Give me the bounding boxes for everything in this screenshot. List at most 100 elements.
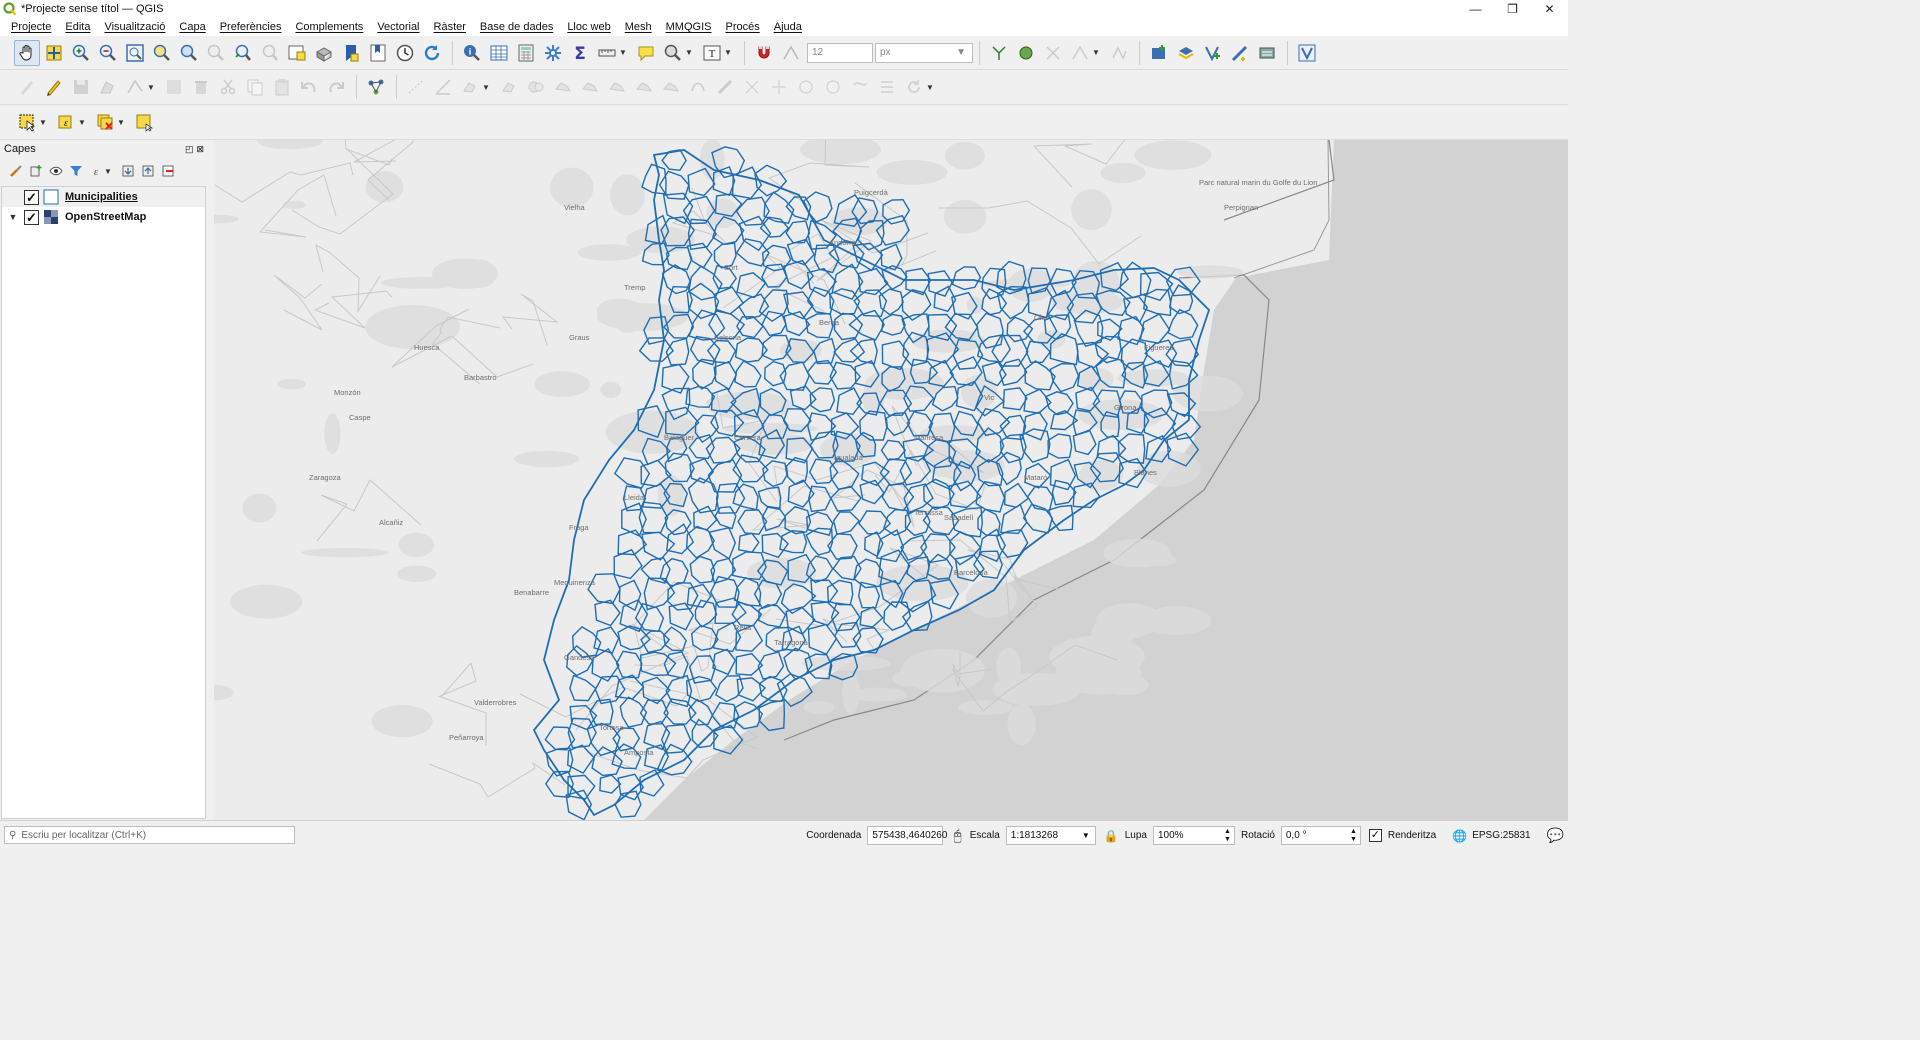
- layer-row-openstreetmap[interactable]: ▼ ✓ OpenStreetMap: [2, 207, 205, 227]
- locator-search-input[interactable]: ⚲ Escriu per localitzar (Ctrl+K): [4, 826, 295, 844]
- close-button[interactable]: ✕: [1544, 2, 1555, 16]
- menu-mesh[interactable]: Mesh: [624, 21, 652, 33]
- zoom-full-button[interactable]: [122, 40, 148, 66]
- layer-row-municipalities[interactable]: ✓ Municipalities: [2, 187, 205, 207]
- menu-complements[interactable]: Complements: [295, 21, 364, 33]
- advanced-digitizing-4[interactable]: [496, 74, 522, 100]
- redo-button[interactable]: [323, 74, 349, 100]
- statistical-summary-button[interactable]: Σ: [567, 40, 593, 66]
- open-attribute-table-button[interactable]: [486, 40, 512, 66]
- deselect-all-button[interactable]: [92, 109, 118, 135]
- topological-editing-button[interactable]: [986, 40, 1012, 66]
- new-3d-view-button[interactable]: [311, 40, 337, 66]
- crs-button[interactable]: EPSG:25831: [1472, 830, 1531, 841]
- add-layer-button[interactable]: [1146, 40, 1172, 66]
- menu-base-de-dades[interactable]: Base de dades: [479, 21, 554, 33]
- avoid-overlap-button[interactable]: [1040, 40, 1066, 66]
- mouse-toggle-icon[interactable]: 🖰: [953, 827, 962, 843]
- map-canvas[interactable]: Andorra Perpignan Figueres Girona Vic Manresa…: [214, 140, 1568, 820]
- paste-features-button[interactable]: [269, 74, 295, 100]
- tolerance-spinbox[interactable]: 12: [807, 42, 873, 63]
- self-snapping-button[interactable]: [1106, 40, 1132, 66]
- layer-visibility-checkbox[interactable]: ✓: [24, 209, 39, 225]
- chevron-down-icon[interactable]: ▼: [8, 212, 18, 222]
- delete-selected-button[interactable]: [188, 74, 214, 100]
- field-calculator-button[interactable]: [513, 40, 539, 66]
- pan-to-selection-button[interactable]: [41, 40, 67, 66]
- current-edits-button[interactable]: [14, 74, 40, 100]
- advanced-digitizing-11[interactable]: [685, 74, 711, 100]
- measure-dropdown-arrow[interactable]: ▼: [619, 48, 627, 57]
- advanced-digitizing-16[interactable]: [820, 74, 846, 100]
- copy-features-button[interactable]: [242, 74, 268, 100]
- modify-attributes-button[interactable]: [161, 74, 187, 100]
- annotation-dropdown-arrow[interactable]: ▼: [724, 48, 732, 57]
- vertex-tool-button[interactable]: [122, 74, 148, 100]
- add-feature-button[interactable]: [95, 74, 121, 100]
- text-annotation-button[interactable]: T: [699, 40, 725, 66]
- menu-raster[interactable]: Ràster: [433, 21, 466, 33]
- render-checkbox[interactable]: ✓: [1368, 829, 1382, 842]
- advanced-digitizing-5[interactable]: [523, 74, 549, 100]
- filter-legend-button[interactable]: [66, 161, 86, 181]
- advanced-digitizing-18[interactable]: [874, 74, 900, 100]
- advanced-digitizing-9[interactable]: [631, 74, 657, 100]
- rotation-spinbox[interactable]: 0,0 ° ▲ ▼: [1280, 826, 1361, 845]
- scale-combobox[interactable]: 1:1813268 ▼: [1005, 826, 1096, 845]
- filter-dropdown-arrow[interactable]: ▼: [104, 166, 112, 176]
- pan-tool-button[interactable]: [14, 39, 40, 66]
- add-group-button[interactable]: [26, 161, 46, 181]
- add-wms-layer-button[interactable]: [1254, 40, 1280, 66]
- advanced-digitizing-14[interactable]: [766, 74, 792, 100]
- add-vector-layer-button[interactable]: [1200, 40, 1226, 66]
- toggle-editing-button[interactable]: [41, 74, 67, 100]
- map-tips-button[interactable]: [633, 40, 659, 66]
- snapping-intersection-button[interactable]: [1013, 40, 1039, 66]
- advanced-digitizing-2[interactable]: [430, 74, 456, 100]
- advanced-digitizing-15[interactable]: [793, 74, 819, 100]
- maximize-button[interactable]: ❐: [1507, 2, 1518, 16]
- rotate-feature-button[interactable]: [901, 74, 927, 100]
- zoom-next-button[interactable]: [257, 40, 283, 66]
- menu-visualitzacio[interactable]: Visualització: [104, 21, 166, 33]
- trace-dropdown-arrow[interactable]: ▼: [1092, 48, 1100, 57]
- add-raster-layer-button[interactable]: [1173, 40, 1199, 66]
- new-bookmark-button[interactable]: [338, 40, 364, 66]
- manage-map-themes-button[interactable]: [46, 161, 66, 181]
- digitize-magnet-button[interactable]: [751, 40, 777, 66]
- advanced-digitizing-7[interactable]: [577, 74, 603, 100]
- float-panel-icon[interactable]: ◰: [184, 143, 194, 154]
- identify-features-button[interactable]: i: [459, 40, 485, 66]
- collapse-all-button[interactable]: [138, 161, 158, 181]
- coordinate-field[interactable]: 575438,4640260: [867, 826, 947, 845]
- undo-button[interactable]: [296, 74, 322, 100]
- menu-edita[interactable]: Edita: [65, 21, 91, 33]
- menu-projecte[interactable]: Projecte: [11, 21, 52, 33]
- menu-mmqgis[interactable]: MMQGIS: [665, 21, 712, 33]
- layer-visibility-checkbox[interactable]: ✓: [24, 189, 39, 205]
- messages-icon[interactable]: 💬: [1546, 827, 1564, 843]
- new-map-view-button[interactable]: [284, 40, 310, 66]
- vertex-dropdown-arrow[interactable]: ▼: [147, 82, 155, 92]
- advanced-digitizing-17[interactable]: [847, 74, 873, 100]
- deselect-dropdown-arrow[interactable]: ▼: [117, 117, 125, 127]
- plugin-button[interactable]: [1294, 40, 1320, 66]
- menu-preferencies[interactable]: Preferències: [219, 21, 282, 33]
- refresh-button[interactable]: [419, 40, 445, 66]
- select-locate-button[interactable]: [660, 40, 686, 66]
- select-by-expression-button[interactable]: ε: [53, 109, 79, 135]
- shape-dropdown-arrow[interactable]: ▼: [482, 82, 490, 92]
- show-bookmarks-button[interactable]: [365, 40, 391, 66]
- measure-button[interactable]: [594, 40, 620, 66]
- advanced-digitizing-8[interactable]: [604, 74, 630, 100]
- select-dropdown-arrow[interactable]: ▼: [39, 117, 47, 127]
- rotate-dropdown-arrow[interactable]: ▼: [926, 82, 934, 92]
- units-combobox[interactable]: px ▼: [875, 42, 973, 63]
- advanced-digitizing-10[interactable]: [658, 74, 684, 100]
- trace-button[interactable]: [1067, 40, 1093, 66]
- cut-features-button[interactable]: [215, 74, 241, 100]
- advanced-digitizing-12[interactable]: [712, 74, 738, 100]
- temporal-controller-button[interactable]: [392, 40, 418, 66]
- menu-ajuda[interactable]: Ajuda: [773, 21, 802, 33]
- zoom-last-button[interactable]: [230, 40, 256, 66]
